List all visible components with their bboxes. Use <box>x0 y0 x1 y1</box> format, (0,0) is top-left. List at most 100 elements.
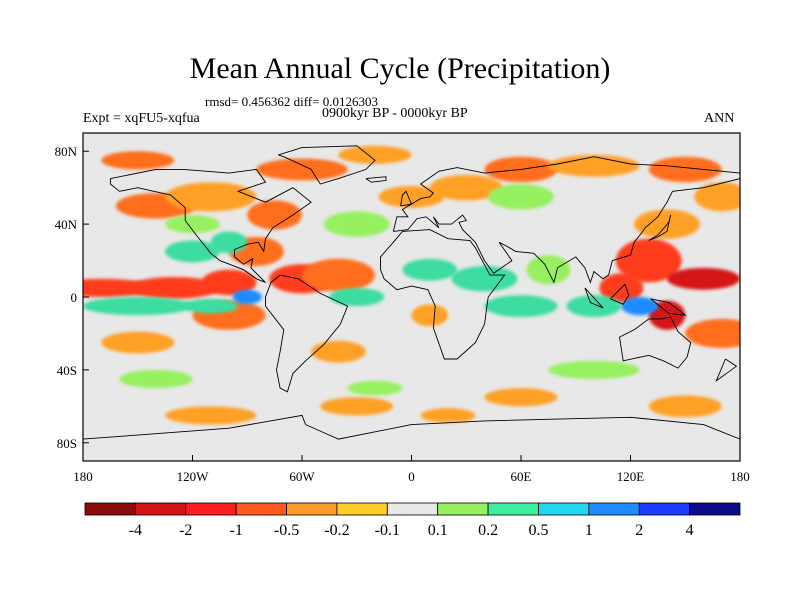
anomaly-region <box>667 267 740 290</box>
anomaly-region <box>685 318 740 349</box>
anomaly-region <box>101 331 175 354</box>
anomaly-region <box>323 211 390 237</box>
colorbar-label: -0.2 <box>324 522 349 539</box>
y-tick-label: 0 <box>71 290 78 305</box>
anomaly-region <box>256 158 348 181</box>
colorbar-swatch <box>689 502 741 516</box>
x-tick-label: 60E <box>511 469 532 484</box>
x-tick-label: 180 <box>73 469 93 484</box>
y-tick-label: 40S <box>57 363 77 378</box>
anomaly-region <box>420 408 476 423</box>
y-axis: 80N 40N 0 40S 80S <box>55 144 89 451</box>
anomaly-region <box>402 258 458 281</box>
x-tick-label: 120E <box>617 469 645 484</box>
anomaly-region <box>311 340 366 363</box>
anomaly-region <box>694 182 740 212</box>
anomaly-region <box>83 297 193 316</box>
coastline <box>619 316 692 369</box>
colorbar-label: 0.5 <box>528 522 548 539</box>
colorbar-label: 2 <box>635 522 643 539</box>
colorbar-swatch <box>538 502 590 516</box>
anomaly-region <box>451 266 518 292</box>
colorbar-label: -0.5 <box>274 522 299 539</box>
coastline <box>648 214 672 241</box>
colorbar-label: 4 <box>686 522 694 539</box>
period-label: 0900kyr BP - 0000kyr BP <box>322 106 468 121</box>
anomaly-region <box>302 258 375 292</box>
coastline <box>392 156 740 284</box>
anomaly-region <box>128 276 220 299</box>
coastline <box>265 274 349 393</box>
anomaly-region <box>329 287 385 307</box>
y-tick-label: 80N <box>55 144 78 159</box>
anomaly-region <box>347 380 403 396</box>
coastline <box>400 190 413 207</box>
anomaly-region <box>411 304 448 327</box>
anomaly-region <box>247 200 302 230</box>
anomaly-region <box>566 295 622 318</box>
rmsd-diff-stats: rmsd= 0.456362 diff= 0.0126303 <box>205 94 378 109</box>
anomaly-region <box>484 388 558 407</box>
colorbar-swatch <box>487 502 539 516</box>
coastline-layer <box>83 145 740 440</box>
x-tick-label: 0 <box>408 469 415 484</box>
anomaly-region <box>165 240 220 263</box>
coastline <box>83 414 740 440</box>
anomaly-region <box>526 255 571 285</box>
colorbar-label: 0.1 <box>428 522 448 539</box>
anomaly-region <box>548 360 640 379</box>
x-tick-label: 120W <box>177 469 210 484</box>
colorbar-swatch <box>638 502 691 516</box>
y-tick-label: 40N <box>55 217 78 232</box>
experiment-label: Expt = xqFU5-xqfua <box>83 111 200 126</box>
coastline <box>610 283 630 305</box>
anomaly-region <box>648 395 722 418</box>
coastline <box>278 145 376 185</box>
colorbar-swatch <box>286 502 338 516</box>
colorbar-swatch <box>588 502 640 516</box>
colorbar-swatch <box>336 502 388 516</box>
colorbar-label: 0.2 <box>478 522 498 539</box>
anomaly-region <box>621 297 658 316</box>
figure-title: Mean Annual Cycle (Precipitation) <box>189 52 611 85</box>
coastline <box>365 176 387 183</box>
anomaly-region <box>378 185 445 208</box>
anomaly-region <box>165 406 257 425</box>
anomaly-region <box>488 184 554 210</box>
colorbar-swatch <box>386 502 439 516</box>
coastline <box>715 358 738 383</box>
colorbar-swatch <box>235 502 287 516</box>
coastline <box>109 168 312 283</box>
anomaly-region <box>201 269 257 296</box>
coastline <box>380 229 506 360</box>
colorbar-label: -1 <box>229 522 242 539</box>
anomaly-region <box>338 145 412 164</box>
coastline <box>584 287 604 309</box>
anomaly-region <box>429 174 503 201</box>
anomaly-region <box>484 295 558 318</box>
coastline <box>650 298 687 316</box>
colorbar-label: -2 <box>179 522 192 539</box>
colorbar-swatch <box>84 502 136 516</box>
colorbar-swatch <box>437 502 489 516</box>
colorbar-label: 1 <box>585 522 593 539</box>
y-tick-label: 80S <box>57 436 77 451</box>
colorbar-swatch <box>185 502 237 516</box>
anomaly-region <box>165 182 257 212</box>
colorbar-label: -0.1 <box>375 522 400 539</box>
anomaly-region <box>232 289 262 305</box>
anomaly-region <box>320 397 394 416</box>
anomaly-region <box>119 369 193 389</box>
x-axis: 180 120W 60W 0 60E 120E 180 <box>73 455 750 484</box>
anomaly-region <box>183 298 239 314</box>
x-tick-label: 60W <box>289 469 315 484</box>
anomaly-region <box>165 215 220 234</box>
colorbar-label: -4 <box>129 522 142 539</box>
anomaly-region <box>548 154 640 177</box>
anomaly-region <box>101 151 175 170</box>
anomaly-region <box>648 156 722 183</box>
colorbar-swatch <box>134 502 187 516</box>
season-label: ANN <box>704 111 735 126</box>
